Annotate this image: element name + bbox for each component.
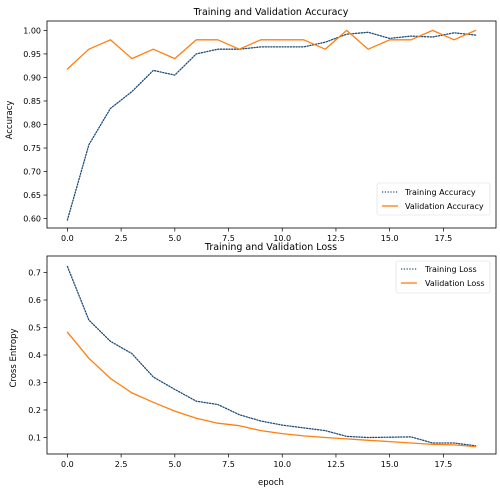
accuracy-plot-frame <box>46 20 497 229</box>
accuracy-chart-title: Training and Validation Accuracy <box>193 7 349 18</box>
loss-chart-title: Training and Validation Loss <box>204 242 337 253</box>
loss-x-tick-label: 15.0 <box>381 460 399 469</box>
validation-accuracy-line <box>66 29 477 70</box>
accuracy-y-tick-label: 0.80 <box>23 121 41 130</box>
loss-chart: Training and Validation Loss Cross Entro… <box>9 242 497 488</box>
loss-series <box>66 265 477 448</box>
accuracy-axis-ticks: 0.0 2.5 5.0 7.5 10.0 12.5 15.0 17.5 0.60 0.65 0.70… <box>23 26 452 243</box>
accuracy-y-tick-label: 0.75 <box>23 144 41 153</box>
accuracy-x-tick-label: 17.5 <box>434 234 452 243</box>
accuracy-y-tick-label: 1.00 <box>23 26 41 35</box>
accuracy-chart: Training and Validation Accuracy Accurac… <box>5 7 497 243</box>
loss-y-tick-label: 0.2 <box>28 406 41 415</box>
accuracy-y-tick-label: 0.70 <box>23 168 41 177</box>
accuracy-x-tick-label: 15.0 <box>381 234 399 243</box>
accuracy-y-tick-label: 0.90 <box>23 73 41 82</box>
accuracy-x-tick-label: 12.5 <box>327 234 345 243</box>
loss-x-axis-label: epoch <box>258 478 284 488</box>
accuracy-series <box>66 29 477 221</box>
loss-legend-label-training: Training Loss <box>424 265 477 274</box>
accuracy-y-tick-label: 0.60 <box>23 215 41 224</box>
validation-loss-line <box>66 331 477 448</box>
loss-x-tick-label: 5.0 <box>168 460 181 469</box>
loss-y-tick-label: 0.3 <box>28 379 41 388</box>
loss-y-axis-label: Cross Entropy <box>9 328 19 387</box>
accuracy-x-tick-label: 0.0 <box>61 234 74 243</box>
loss-x-tick-label: 2.5 <box>115 460 128 469</box>
loss-x-tick-label: 17.5 <box>434 460 452 469</box>
accuracy-x-tick-label: 10.0 <box>273 234 291 243</box>
accuracy-x-tick-label: 7.5 <box>222 234 235 243</box>
loss-y-tick-label: 0.5 <box>28 324 41 333</box>
accuracy-legend: Training Accuracy Validation Accuracy <box>376 182 491 216</box>
training-accuracy-line <box>66 31 477 221</box>
accuracy-x-tick-label: 2.5 <box>115 234 128 243</box>
loss-legend-box <box>395 260 491 294</box>
loss-x-tick-label: 12.5 <box>327 460 345 469</box>
accuracy-x-tick-label: 5.0 <box>168 234 181 243</box>
loss-legend: Training Loss Validation Loss <box>395 260 491 294</box>
accuracy-legend-box <box>376 182 491 216</box>
loss-y-tick-label: 0.1 <box>28 434 41 443</box>
accuracy-y-axis-label: Accuracy <box>5 101 15 140</box>
accuracy-y-tick-label: 0.85 <box>23 97 41 106</box>
loss-x-tick-label: 0.0 <box>61 460 74 469</box>
loss-plot-frame <box>46 255 497 455</box>
loss-axis-ticks: 0.0 2.5 5.0 7.5 10.0 12.5 15.0 17.5 0.1 0.2 0.3 0.4… <box>28 269 452 470</box>
accuracy-legend-label-validation: Validation Accuracy <box>405 202 484 211</box>
accuracy-y-tick-label: 0.95 <box>23 50 41 59</box>
loss-y-tick-label: 0.6 <box>28 296 41 305</box>
loss-legend-label-validation: Validation Loss <box>425 279 485 288</box>
loss-y-tick-label: 0.7 <box>28 269 41 278</box>
loss-x-tick-label: 7.5 <box>222 460 235 469</box>
loss-y-tick-label: 0.4 <box>28 351 41 360</box>
training-loss-line <box>66 265 477 447</box>
accuracy-y-tick-label: 0.65 <box>23 191 41 200</box>
accuracy-legend-label-training: Training Accuracy <box>404 188 476 197</box>
loss-x-tick-label: 10.0 <box>273 460 291 469</box>
